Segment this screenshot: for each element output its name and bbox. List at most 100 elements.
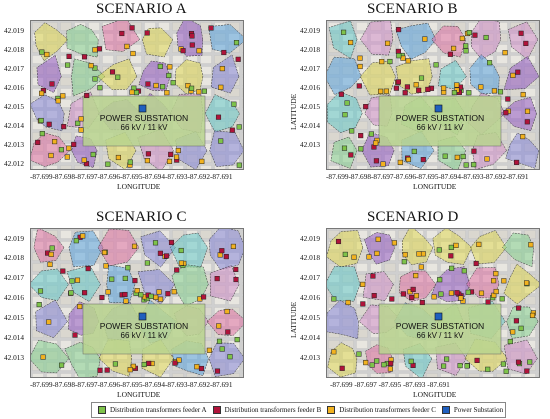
transformer-marker[interactable] xyxy=(216,323,222,329)
transformer-marker[interactable] xyxy=(370,273,376,279)
transformer-marker[interactable] xyxy=(410,286,416,292)
transformer-marker[interactable] xyxy=(345,299,351,306)
transformer-marker[interactable] xyxy=(178,247,184,254)
transformer-marker[interactable] xyxy=(385,40,391,46)
transformer-marker[interactable] xyxy=(134,288,140,294)
transformer-marker[interactable] xyxy=(84,92,90,99)
transformer-marker[interactable] xyxy=(503,368,509,374)
transformer-marker[interactable] xyxy=(64,154,70,160)
transformer-marker[interactable] xyxy=(214,276,220,282)
transformer-marker[interactable] xyxy=(97,367,103,373)
transformer-marker[interactable] xyxy=(47,261,53,267)
transformer-marker[interactable] xyxy=(449,265,455,271)
transformer-marker[interactable] xyxy=(218,138,224,144)
transformer-marker[interactable] xyxy=(502,50,508,56)
transformer-marker[interactable] xyxy=(409,294,415,301)
transformer-marker[interactable] xyxy=(48,251,54,257)
transformer-marker[interactable] xyxy=(395,79,401,85)
transformer-marker[interactable] xyxy=(92,76,98,82)
transformer-marker[interactable] xyxy=(112,361,118,367)
transformer-marker[interactable] xyxy=(73,238,79,244)
transformer-marker[interactable] xyxy=(418,264,424,270)
transformer-marker[interactable] xyxy=(454,82,460,88)
transformer-marker[interactable] xyxy=(524,368,530,374)
transformer-marker[interactable] xyxy=(418,75,425,81)
transformer-marker[interactable] xyxy=(375,236,381,242)
transformer-marker[interactable] xyxy=(176,357,182,363)
transformer-marker[interactable] xyxy=(363,104,369,110)
transformer-marker[interactable] xyxy=(515,359,522,365)
transformer-marker[interactable] xyxy=(374,250,380,256)
transformer-marker[interactable] xyxy=(379,59,385,65)
transformer-marker[interactable] xyxy=(524,119,530,125)
transformer-marker[interactable] xyxy=(227,354,233,360)
transformer-marker[interactable] xyxy=(72,332,78,338)
transformer-marker[interactable] xyxy=(199,158,205,164)
transformer-marker[interactable] xyxy=(132,278,138,284)
map-area[interactable]: POWER SUBSTATION 66 kV / 11 kV xyxy=(30,228,244,378)
transformer-marker[interactable] xyxy=(103,263,109,269)
transformer-marker[interactable] xyxy=(189,33,195,39)
transformer-marker[interactable] xyxy=(71,141,77,147)
transformer-marker[interactable] xyxy=(357,63,363,70)
transformer-marker[interactable] xyxy=(85,266,91,272)
transformer-marker[interactable] xyxy=(388,360,394,366)
transformer-marker[interactable] xyxy=(342,112,348,118)
transformer-marker[interactable] xyxy=(66,53,72,59)
transformer-marker[interactable] xyxy=(395,48,401,54)
transformer-marker[interactable] xyxy=(138,292,144,298)
transformer-marker[interactable] xyxy=(436,247,442,253)
transformer-marker[interactable] xyxy=(170,80,176,86)
transformer-marker[interactable] xyxy=(65,62,71,68)
transformer-marker[interactable] xyxy=(133,90,140,96)
transformer-marker[interactable] xyxy=(442,153,448,159)
transformer-marker[interactable] xyxy=(233,40,240,46)
transformer-marker[interactable] xyxy=(82,290,88,296)
transformer-marker[interactable] xyxy=(66,145,72,151)
transformer-marker[interactable] xyxy=(206,347,212,353)
transformer-marker[interactable] xyxy=(408,358,414,364)
transformer-marker[interactable] xyxy=(466,30,472,36)
transformer-marker[interactable] xyxy=(153,294,159,300)
transformer-marker[interactable] xyxy=(387,58,393,65)
transformer-marker[interactable] xyxy=(49,81,55,87)
transformer-marker[interactable] xyxy=(404,84,410,90)
transformer-marker[interactable] xyxy=(164,253,170,259)
transformer-marker[interactable] xyxy=(101,249,108,256)
transformer-marker[interactable] xyxy=(463,48,469,54)
transformer-marker[interactable] xyxy=(493,288,499,295)
transformer-marker[interactable] xyxy=(466,90,472,96)
transformer-marker[interactable] xyxy=(196,48,202,54)
transformer-marker[interactable] xyxy=(166,158,173,164)
transformer-marker[interactable] xyxy=(178,260,184,266)
transformer-marker[interactable] xyxy=(383,88,389,94)
transformer-marker[interactable] xyxy=(518,30,524,36)
transformer-marker[interactable] xyxy=(416,87,422,93)
transformer-marker[interactable] xyxy=(60,268,66,274)
transformer-marker[interactable] xyxy=(474,357,480,363)
transformer-marker[interactable] xyxy=(104,367,110,373)
transformer-marker[interactable] xyxy=(92,47,98,53)
transformer-marker[interactable] xyxy=(497,89,504,95)
transformer-marker[interactable] xyxy=(109,276,115,282)
transformer-marker[interactable] xyxy=(122,275,128,281)
transformer-marker[interactable] xyxy=(465,289,471,295)
transformer-marker[interactable] xyxy=(341,29,347,35)
transformer-marker[interactable] xyxy=(444,356,450,362)
transformer-marker[interactable] xyxy=(458,295,464,301)
transformer-marker[interactable] xyxy=(464,363,470,369)
transformer-marker[interactable] xyxy=(144,30,150,36)
transformer-marker[interactable] xyxy=(125,265,131,271)
transformer-marker[interactable] xyxy=(402,90,408,96)
transformer-marker[interactable] xyxy=(52,139,58,145)
transformer-marker[interactable] xyxy=(528,242,534,248)
transformer-marker[interactable] xyxy=(351,254,357,260)
transformer-marker[interactable] xyxy=(218,84,224,90)
transformer-marker[interactable] xyxy=(500,361,506,367)
transformer-marker[interactable] xyxy=(90,151,96,158)
transformer-marker[interactable] xyxy=(396,27,402,33)
transformer-marker[interactable] xyxy=(144,260,150,266)
transformer-marker[interactable] xyxy=(78,127,84,133)
transformer-marker[interactable] xyxy=(451,90,457,96)
transformer-marker[interactable] xyxy=(527,359,533,365)
